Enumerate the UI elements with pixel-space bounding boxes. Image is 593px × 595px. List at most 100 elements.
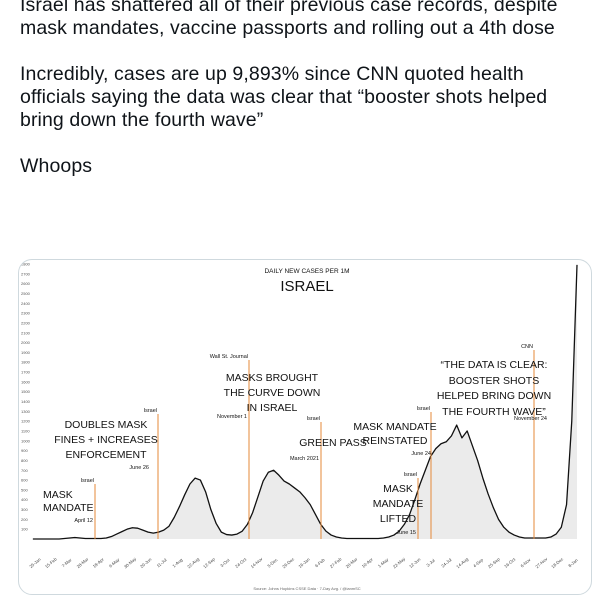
annotation-date: March 2021 xyxy=(290,456,319,462)
y-tick-label: 1200 xyxy=(21,419,31,424)
annotation-date: June 24 xyxy=(411,451,431,457)
data-point xyxy=(205,491,206,493)
data-point xyxy=(116,533,118,535)
tweet-paragraph: Israel has shattered all of their previo… xyxy=(20,0,558,39)
tweet-text: Israel has shattered all of their previo… xyxy=(20,0,585,178)
data-point xyxy=(84,538,86,539)
data-point xyxy=(393,534,395,536)
data-point xyxy=(64,538,65,539)
x-tick-label: 18-Apr xyxy=(92,556,106,568)
chart-source: Source: Johns Hopkins CSSE Data · 7-Day … xyxy=(253,586,360,591)
x-tick-label: 25-Jan xyxy=(28,556,42,569)
data-point xyxy=(69,537,70,539)
data-point xyxy=(105,537,107,539)
data-point xyxy=(147,531,149,533)
data-point xyxy=(43,538,44,540)
data-point xyxy=(294,487,295,489)
data-point xyxy=(566,504,567,505)
y-tick-label: 1000 xyxy=(21,438,31,443)
x-tick-label: 22-Aug xyxy=(186,556,200,569)
x-tick-label: 30-May xyxy=(123,556,138,570)
y-tick-label: 800 xyxy=(21,458,28,463)
x-tick-label: 28-Mar xyxy=(76,556,90,569)
data-point xyxy=(367,538,369,539)
data-point xyxy=(126,528,128,530)
data-point xyxy=(100,538,102,539)
data-point xyxy=(283,480,285,482)
data-point xyxy=(419,483,421,485)
data-point xyxy=(299,491,301,493)
annotation-date: November 1 xyxy=(217,414,247,420)
x-tick-label: 9-May xyxy=(108,557,121,569)
data-point xyxy=(111,536,112,537)
x-tick-label: 6-Feb xyxy=(314,557,326,568)
data-point xyxy=(461,437,463,439)
chart-title: ISRAEL xyxy=(280,278,333,295)
data-point xyxy=(383,537,384,539)
data-point xyxy=(487,493,489,495)
x-tick-label: 14-Aug xyxy=(455,556,469,569)
y-tick-label: 1300 xyxy=(21,409,31,414)
data-point xyxy=(121,531,123,532)
data-point xyxy=(534,537,536,539)
y-tick-label: 1800 xyxy=(21,360,31,365)
annotation-source: Wall St. Journal xyxy=(210,354,248,360)
data-point xyxy=(53,538,55,540)
y-tick-label: 900 xyxy=(21,448,28,453)
y-tick-label: 600 xyxy=(21,478,28,483)
annotation-date: June 26 xyxy=(129,465,149,471)
x-tick-label: 7-Mar xyxy=(61,557,73,568)
x-tick-label: 27-Nov xyxy=(534,556,548,569)
data-point xyxy=(356,538,358,539)
data-point xyxy=(440,443,442,445)
y-tick-label: 1100 xyxy=(21,428,30,433)
annotation: Wall St. Journal MASKS BROUGHT THE CURVE D… xyxy=(210,354,321,539)
media-card[interactable]: DAILY NEW CASES PER 1M ISRAEL 100 200 300 4… xyxy=(18,259,592,595)
x-tick-label: 24-Oct xyxy=(234,556,248,569)
data-point xyxy=(189,483,191,485)
annotation-text: GREEN PASS xyxy=(299,437,367,449)
data-point xyxy=(152,532,154,534)
data-point xyxy=(142,529,144,531)
data-point xyxy=(560,526,562,528)
annotation: CNN “THE DATA IS CLEAR: BOOSTER SHOTS HELPE… xyxy=(437,344,551,539)
annotation: Israel MASK MANDATE LIFTED June 15 xyxy=(373,472,423,539)
annotation-text: MASKS BROUGHT THE CURVE DOWN IN ISRAEL xyxy=(224,372,321,414)
x-tick-label: 20-Jun xyxy=(139,556,153,569)
annotation: Israel GREEN PASS March 2021 xyxy=(290,416,367,539)
data-point xyxy=(404,523,405,525)
data-point xyxy=(315,514,316,515)
x-tick-label: 10-Apr xyxy=(361,556,375,568)
data-point xyxy=(492,507,494,508)
x-tick-label: 1-Aug xyxy=(171,557,183,569)
x-tick-label: 22-May xyxy=(392,556,407,570)
data-point xyxy=(571,420,573,422)
data-point xyxy=(48,538,50,540)
data-point xyxy=(341,537,342,539)
data-point xyxy=(226,534,227,535)
data-point xyxy=(477,460,478,461)
data-point xyxy=(540,537,541,539)
data-point xyxy=(456,424,458,426)
data-point xyxy=(377,538,379,539)
x-tick-label: 1-May xyxy=(377,557,390,569)
data-point xyxy=(435,448,437,449)
data-point xyxy=(508,531,510,533)
data-point xyxy=(304,497,306,499)
y-tick-label: 1900 xyxy=(21,350,31,355)
x-tick-label: 3-Jul xyxy=(425,558,435,568)
y-tick-label: 2100 xyxy=(21,330,31,335)
data-point xyxy=(132,527,133,529)
x-tick-label: 11-Jul xyxy=(156,557,168,568)
y-tick-label: 100 xyxy=(21,527,28,532)
x-tick-label: 6-Nov xyxy=(520,557,533,569)
data-point xyxy=(194,477,196,479)
y-tick-label: 2700 xyxy=(21,271,31,276)
data-point xyxy=(252,512,254,513)
cases-chart: DAILY NEW CASES PER 1M ISRAEL 100 200 300 4… xyxy=(21,262,579,592)
data-point xyxy=(236,533,238,535)
data-point xyxy=(482,477,484,479)
y-tick-label: 2300 xyxy=(21,311,31,316)
data-point xyxy=(524,537,526,539)
annotation-text: MASK MANDATE xyxy=(43,489,94,514)
